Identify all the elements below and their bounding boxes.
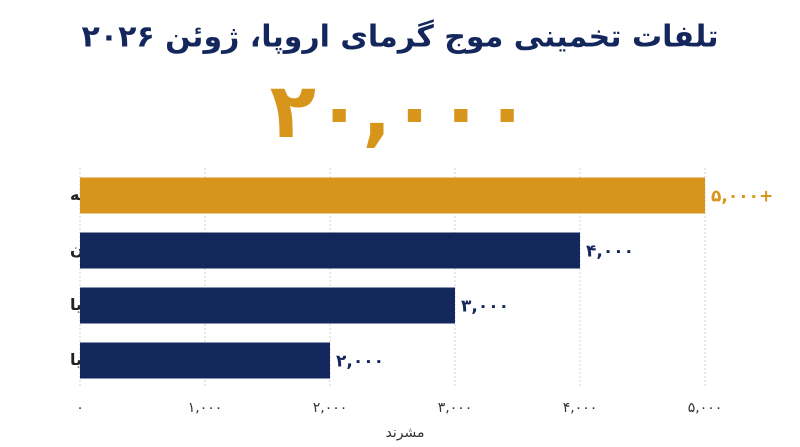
bar bbox=[80, 232, 580, 269]
headline-number: ۲۰,۰۰۰ bbox=[270, 66, 531, 155]
value-label: ۲,۰۰۰ bbox=[336, 352, 384, 372]
x-tick-label: ۴,۰۰۰ bbox=[563, 400, 598, 416]
x-tick-label: ۳,۰۰۰ bbox=[438, 400, 473, 416]
value-label: ۵,۰۰۰+ bbox=[711, 187, 773, 207]
x-tick-label: ۱,۰۰۰ bbox=[188, 400, 223, 416]
x-tick-label: ۲,۰۰۰ bbox=[313, 400, 348, 416]
x-axis-label: مشرند bbox=[386, 425, 425, 441]
chart-title: تلفات تخمینی موج گرمای اروپا، ژوئن ۲۰۲۶ bbox=[81, 19, 718, 55]
bar bbox=[80, 342, 330, 379]
value-label: ۳,۰۰۰ bbox=[461, 297, 509, 317]
bar bbox=[80, 177, 705, 214]
value-label: ۴,۰۰۰ bbox=[586, 242, 634, 262]
x-tick-label: ۵,۰۰۰ bbox=[688, 400, 723, 416]
x-tick-label: ۰ bbox=[76, 400, 84, 416]
bar bbox=[80, 287, 455, 324]
